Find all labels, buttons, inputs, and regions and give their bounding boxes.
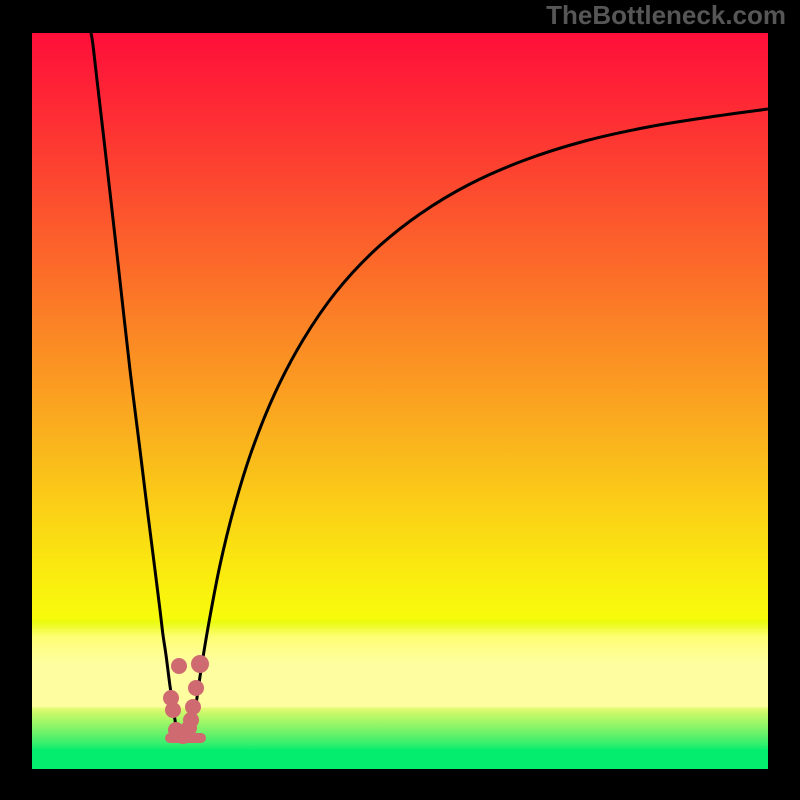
data-marker xyxy=(188,680,204,696)
watermark-text: TheBottleneck.com xyxy=(546,0,786,31)
bottleneck-chart xyxy=(0,0,800,800)
data-marker xyxy=(185,699,201,715)
data-marker xyxy=(171,658,187,674)
chart-container: { "chart": { "type": "line-with-gradient… xyxy=(0,0,800,800)
data-marker xyxy=(165,702,181,718)
data-marker xyxy=(191,655,209,673)
gradient-background xyxy=(32,33,768,769)
